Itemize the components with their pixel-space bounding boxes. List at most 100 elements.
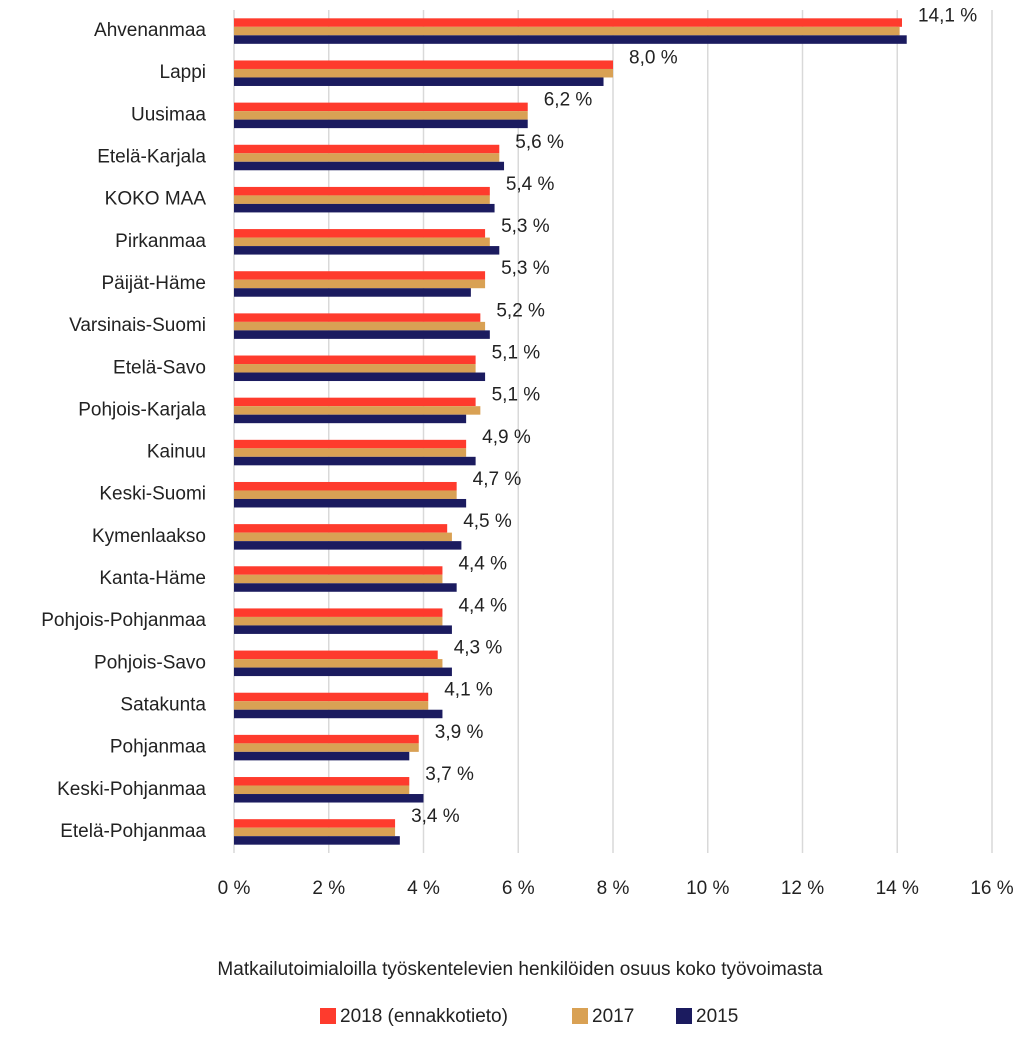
bar: [234, 229, 486, 238]
bar: [234, 743, 419, 752]
bar: [234, 439, 467, 449]
bar: [234, 313, 481, 322]
legend-label: 2018 (ennakkotieto): [340, 1006, 508, 1027]
data-label: 5,4 %: [506, 174, 555, 195]
legend-label: 2015: [696, 1006, 738, 1027]
data-label: 14,1 %: [918, 5, 977, 26]
bar: [234, 102, 528, 112]
data-label: 4,4 %: [458, 595, 507, 616]
data-label: 5,3 %: [501, 216, 550, 237]
x-tick-label: 12 %: [781, 878, 824, 899]
bar: [234, 524, 448, 533]
y-tick-label: Keski-Suomi: [99, 484, 206, 505]
x-axis-title: Matkailutoimialoilla työskentelevien hen…: [217, 959, 823, 980]
bar: [234, 195, 490, 204]
bar: [234, 397, 476, 407]
legend-label: 2017: [592, 1006, 634, 1027]
bar: [234, 751, 410, 761]
bar: [234, 203, 495, 213]
bar: [234, 667, 452, 677]
bar: [234, 456, 476, 466]
y-tick-label: Lappi: [160, 62, 207, 83]
bar: [234, 279, 486, 289]
y-tick-label: Kymenlaakso: [92, 526, 206, 547]
bar: [234, 827, 396, 837]
y-tick-label: Satakunta: [120, 694, 206, 715]
y-tick-label: Keski-Pohjanmaa: [57, 779, 206, 800]
bar: [234, 541, 462, 550]
legend-swatch: [676, 1008, 692, 1024]
bar: [234, 692, 429, 702]
y-tick-label: Pirkanmaa: [115, 231, 206, 252]
y-tick-label: Pohjois-Karjala: [78, 399, 206, 420]
data-label: 5,3 %: [501, 258, 550, 279]
y-tick-label: Ahvenanmaa: [94, 20, 206, 41]
bar: [234, 355, 476, 365]
legend-swatch: [320, 1008, 336, 1024]
legend-swatch: [572, 1008, 588, 1024]
x-tick-label: 6 %: [502, 878, 535, 899]
y-tick-label: KOKO MAA: [105, 189, 207, 210]
bar: [234, 532, 452, 542]
y-tick-label: Etelä-Savo: [113, 357, 206, 378]
bar: [234, 246, 500, 255]
data-label: 5,1 %: [492, 385, 541, 406]
y-tick-label: Pohjois-Pohjanmaa: [41, 610, 206, 631]
bar: [234, 625, 452, 634]
bar: [234, 481, 457, 491]
y-tick-label: Uusimaa: [131, 104, 206, 125]
data-label: 3,4 %: [411, 806, 460, 827]
bar: [234, 60, 613, 69]
bar: [234, 659, 443, 668]
bar: [234, 119, 528, 129]
bar: [234, 364, 476, 373]
bar: [234, 330, 490, 339]
bar: [234, 35, 907, 44]
bar: [234, 18, 902, 27]
bar: [234, 583, 457, 592]
bar: [234, 237, 490, 247]
bar: [234, 566, 443, 575]
bar: [234, 321, 486, 331]
data-label: 3,9 %: [435, 722, 484, 743]
y-tick-label: Etelä-Pohjanmaa: [60, 821, 206, 842]
bar: [234, 153, 500, 162]
y-tick-label: Etelä-Karjala: [97, 147, 206, 168]
bar: [234, 574, 443, 584]
bar: [234, 490, 457, 499]
bar: [234, 372, 486, 382]
y-tick-label: Varsinais-Suomi: [69, 315, 206, 336]
y-tick-label: Päijät-Häme: [101, 273, 206, 294]
data-label: 6,2 %: [544, 90, 593, 111]
bar: [234, 111, 528, 120]
data-label: 5,2 %: [496, 300, 545, 321]
x-tick-label: 2 %: [312, 878, 345, 899]
data-label: 4,1 %: [444, 680, 493, 701]
y-tick-label: Kanta-Häme: [99, 568, 206, 589]
x-tick-label: 4 %: [407, 878, 440, 899]
data-label: 4,3 %: [454, 638, 503, 659]
y-tick-label: Pohjois-Savo: [94, 652, 206, 673]
bar: [234, 734, 419, 744]
data-label: 4,9 %: [482, 427, 531, 448]
data-label: 4,5 %: [463, 511, 512, 532]
bar: [234, 406, 481, 415]
x-tick-label: 16 %: [970, 878, 1013, 899]
bar: [234, 161, 505, 171]
bar: [234, 836, 400, 845]
bar: [234, 414, 467, 424]
x-tick-label: 10 %: [686, 878, 729, 899]
y-tick-label: Pohjanmaa: [110, 737, 207, 758]
y-tick-label: Kainuu: [147, 442, 206, 463]
data-label: 3,7 %: [425, 764, 474, 785]
bar: [234, 498, 467, 508]
x-tick-label: 8 %: [597, 878, 630, 899]
data-label: 8,0 %: [629, 47, 678, 68]
bar: [234, 186, 490, 196]
bar: [234, 68, 613, 78]
x-tick-label: 0 %: [218, 878, 251, 899]
bar: [234, 794, 424, 803]
bar: [234, 608, 443, 617]
bar: [234, 144, 500, 154]
